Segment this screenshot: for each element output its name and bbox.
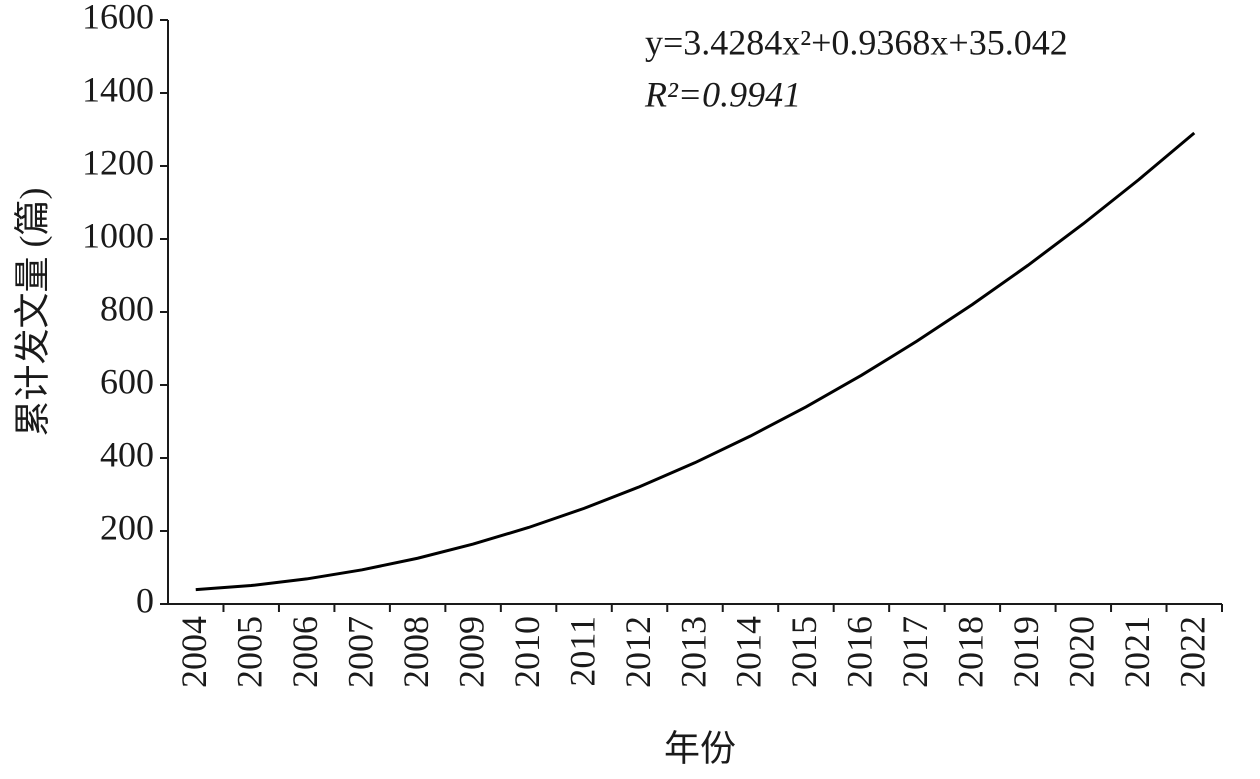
equation: y=3.4284x²+0.9368x+35.042 bbox=[645, 22, 1068, 62]
x-tick-label: 2008 bbox=[396, 616, 436, 688]
x-tick-label: 2013 bbox=[673, 616, 713, 688]
x-tick-label: 2019 bbox=[1006, 616, 1046, 688]
x-tick-label: 2004 bbox=[174, 616, 214, 688]
y-tick-label: 1600 bbox=[82, 0, 154, 36]
x-tick-label: 2006 bbox=[285, 616, 325, 688]
r-squared: R²=0.9941 bbox=[644, 74, 801, 114]
x-tick-label: 2021 bbox=[1117, 616, 1157, 688]
x-tick-label: 2015 bbox=[784, 616, 824, 688]
y-tick-label: 1000 bbox=[82, 215, 154, 255]
y-tick-label: 1400 bbox=[82, 69, 154, 109]
x-tick-label: 2018 bbox=[951, 616, 991, 688]
x-tick-label: 2017 bbox=[895, 616, 935, 688]
x-tick-label: 2007 bbox=[340, 616, 380, 688]
x-tick-label: 2009 bbox=[451, 616, 491, 688]
y-tick-label: 1200 bbox=[82, 142, 154, 182]
y-tick-label: 600 bbox=[100, 361, 154, 401]
trend-line bbox=[195, 131, 1196, 592]
y-tick-label: 400 bbox=[100, 434, 154, 474]
x-tick-label: 2020 bbox=[1062, 616, 1102, 688]
x-tick-label: 2011 bbox=[562, 616, 602, 687]
x-tick-label: 2005 bbox=[229, 616, 269, 688]
y-tick-label: 0 bbox=[136, 580, 154, 620]
x-tick-label: 2016 bbox=[840, 616, 880, 688]
y-axis-label: 累计发文量 (篇) bbox=[12, 188, 52, 437]
x-tick-label: 2010 bbox=[507, 616, 547, 688]
y-tick-label: 800 bbox=[100, 288, 154, 328]
x-tick-label: 2014 bbox=[729, 616, 769, 688]
x-axis-label: 年份 bbox=[664, 728, 736, 768]
x-tick-label: 2022 bbox=[1173, 616, 1213, 688]
y-tick-label: 200 bbox=[100, 507, 154, 547]
x-tick-label: 2012 bbox=[618, 616, 658, 688]
